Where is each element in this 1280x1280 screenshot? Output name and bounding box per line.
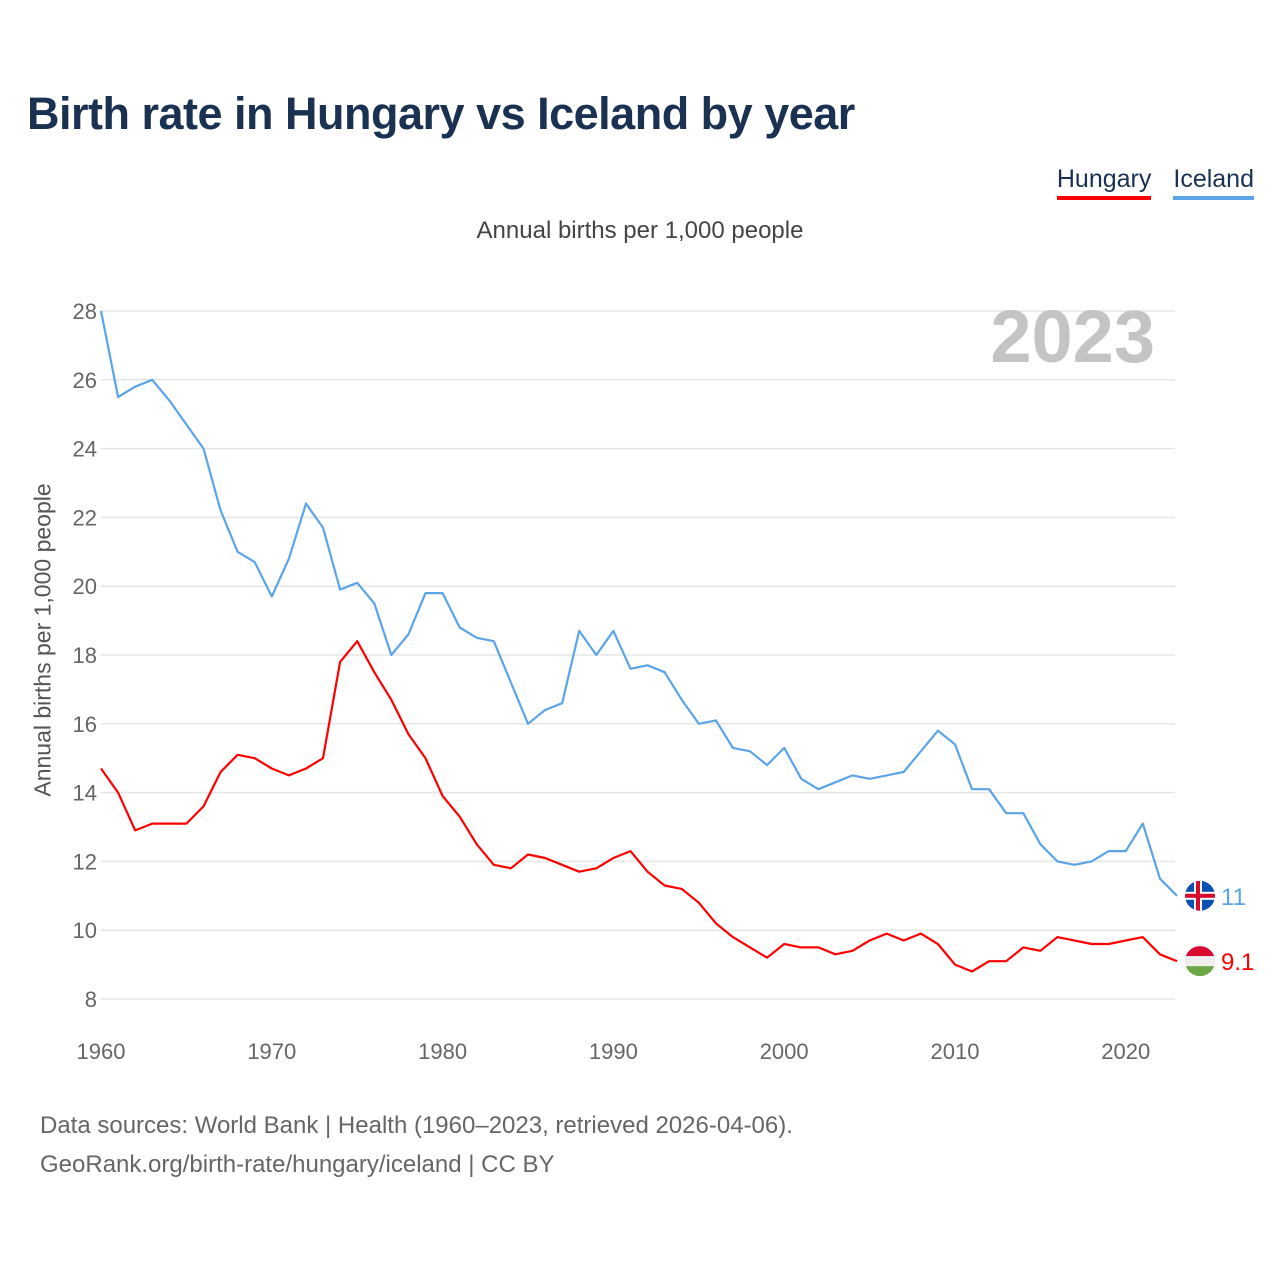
y-tick-label: 24 xyxy=(73,437,97,462)
flag-red-v xyxy=(1196,880,1200,911)
x-tick-label: 2000 xyxy=(760,1039,809,1064)
y-tick-label: 14 xyxy=(73,781,97,806)
end-value-label: 11 xyxy=(1221,884,1246,911)
chart-subtitle: Annual births per 1,000 people xyxy=(476,217,804,244)
source-link[interactable]: GeoRank.org/birth-rate/hungary/iceland |… xyxy=(40,1151,555,1178)
x-tick-label: 1970 xyxy=(247,1039,296,1064)
flag xyxy=(1185,880,1215,911)
series-line-iceland xyxy=(99,310,1178,897)
chart-title: Birth rate in Hungary vs Iceland by year xyxy=(27,88,855,139)
y-tick-label: 18 xyxy=(73,643,97,668)
y-tick-label: 16 xyxy=(73,712,97,737)
x-tick-label: 1960 xyxy=(77,1039,126,1064)
x-tick-label: 2010 xyxy=(930,1039,979,1064)
x-tick-label: 1980 xyxy=(418,1039,467,1064)
series-line-hungary xyxy=(100,640,1178,973)
footer: Data sources: World Bank | Health (1960–… xyxy=(40,1106,793,1184)
data-source: Data sources: World Bank | Health (1960–… xyxy=(40,1112,793,1139)
year-watermark: 2023 xyxy=(990,295,1155,378)
legend-item-hungary[interactable]: Hungary xyxy=(1056,165,1152,200)
y-tick-label: 22 xyxy=(73,505,97,530)
hungary-flag-icon xyxy=(1185,946,1215,977)
y-tick-label: 8 xyxy=(85,987,97,1012)
end-value-label: 9.1 xyxy=(1221,949,1254,976)
y-tick-label: 12 xyxy=(73,849,97,874)
flag-green xyxy=(1185,966,1215,977)
x-tick-label: 2020 xyxy=(1101,1039,1150,1064)
y-tick-label: 10 xyxy=(73,918,97,943)
y-tick-label: 26 xyxy=(73,368,97,393)
x-tick-label: 1990 xyxy=(589,1039,638,1064)
flag xyxy=(1185,946,1215,977)
iceland-flag-icon xyxy=(1185,880,1215,911)
legend-item-iceland[interactable]: Iceland xyxy=(1173,165,1254,200)
y-tick-label: 28 xyxy=(73,299,97,324)
legend: Hungary Iceland xyxy=(1056,165,1254,200)
y-tick-label: 20 xyxy=(73,574,97,599)
flag-red xyxy=(1185,946,1215,957)
flag-white xyxy=(1185,956,1215,967)
